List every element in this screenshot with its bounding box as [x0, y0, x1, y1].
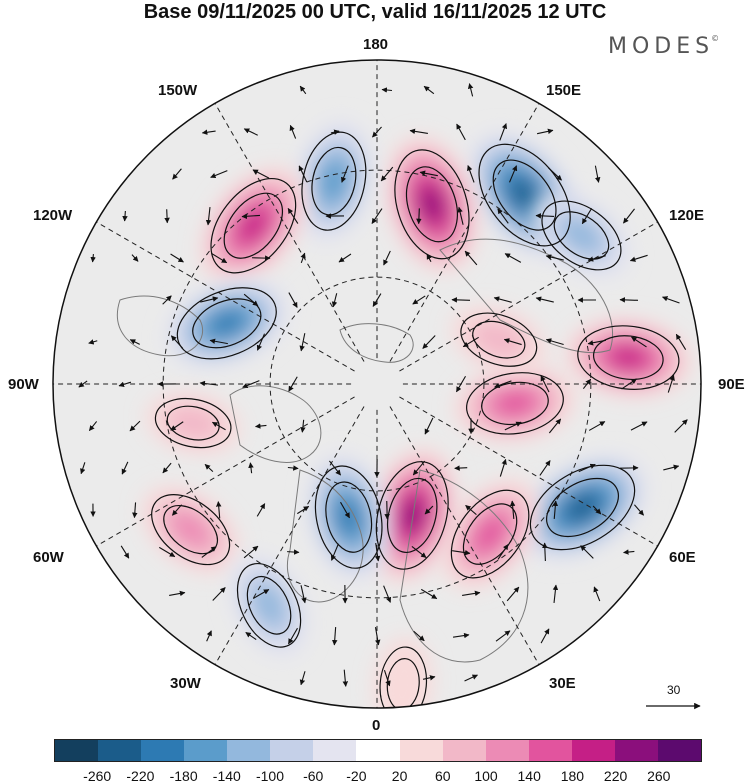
wind-vector — [452, 300, 470, 301]
colorbar-tick-label: -20 — [334, 768, 378, 784]
colorbar-tick-label: -260 — [75, 768, 119, 784]
colorbar-tick-label: 180 — [550, 768, 594, 784]
colorbar-segment — [615, 740, 658, 761]
lon-label-30w: 30W — [170, 676, 201, 692]
colorbar-tick-label: 220 — [594, 768, 638, 784]
wind-vector — [545, 543, 546, 561]
lon-label-0: 0 — [372, 718, 380, 734]
colorbar-segment — [141, 740, 184, 761]
colorbar-tick-label: -140 — [205, 768, 249, 784]
colorbar-segment — [313, 740, 356, 761]
colorbar-tick-label: 20 — [378, 768, 422, 784]
lon-label-90e: 90E — [718, 377, 745, 393]
colorbar-segment — [658, 740, 701, 761]
lon-label-120e: 120E — [669, 208, 704, 224]
lon-label-150w: 150W — [158, 83, 197, 99]
lon-label-60w: 60W — [33, 550, 64, 566]
colorbar-segment — [400, 740, 443, 761]
lon-label-90w: 90W — [8, 377, 39, 393]
colorbar-tick-label: -100 — [248, 768, 292, 784]
lon-label-30e: 30E — [549, 676, 576, 692]
colorbar-segment — [443, 740, 486, 761]
wind-vector — [252, 258, 270, 259]
colorbar-tick-label: -180 — [162, 768, 206, 784]
reference-vector-value: 30 — [667, 683, 680, 697]
colorbar-tick-label: 100 — [464, 768, 508, 784]
wind-vector — [419, 208, 420, 223]
colorbar-segment — [486, 740, 529, 761]
colorbar-segment — [184, 740, 227, 761]
colorbar-segment — [572, 740, 615, 761]
lon-label-60e: 60E — [669, 550, 696, 566]
colorbar-segment — [227, 740, 270, 761]
colorbar-segment — [356, 740, 399, 761]
colorbar — [54, 739, 702, 762]
colorbar-segment — [529, 740, 572, 761]
colorbar-segment — [270, 740, 313, 761]
wind-vector — [167, 209, 168, 223]
lon-label-120w: 120W — [33, 208, 72, 224]
lon-label-150e: 150E — [546, 83, 581, 99]
colorbar-tick-label: 140 — [507, 768, 551, 784]
colorbar-tick-label: 260 — [637, 768, 681, 784]
colorbar-segment — [98, 740, 141, 761]
colorbar-tick-label: 60 — [421, 768, 465, 784]
colorbar-segment — [55, 740, 98, 761]
wind-vector — [287, 552, 299, 553]
colorbar-tick-label: -220 — [118, 768, 162, 784]
wind-vector — [455, 468, 467, 469]
wind-vector — [125, 211, 126, 221]
colorbar-tick-label: -60 — [291, 768, 335, 784]
lon-label-180: 180 — [363, 37, 388, 53]
wind-vector — [620, 300, 638, 301]
